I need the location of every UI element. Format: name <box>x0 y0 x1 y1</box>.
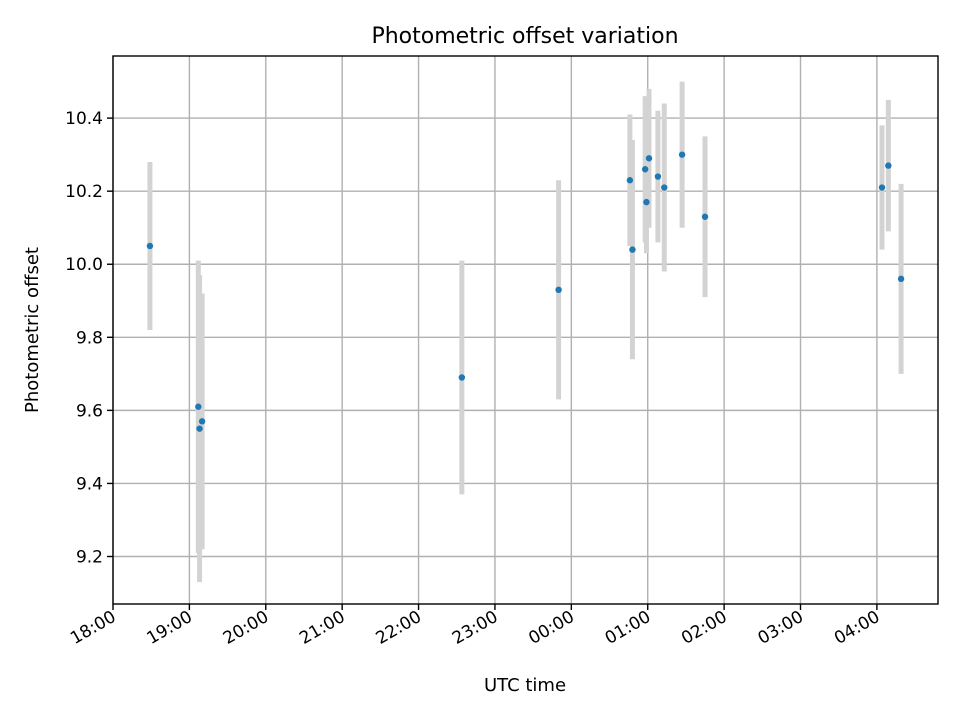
plot-frame <box>112 55 939 605</box>
data-point <box>645 155 653 162</box>
data-point <box>654 173 662 180</box>
point-layer <box>146 151 905 432</box>
y-tick-label: 9.4 <box>76 474 103 494</box>
data-point <box>626 177 634 184</box>
data-point <box>678 151 686 158</box>
data-point <box>196 425 203 432</box>
y-tick-label: 10.2 <box>65 182 103 202</box>
data-point <box>641 166 649 173</box>
y-tick-label: 9.6 <box>76 401 103 421</box>
data-point <box>897 275 905 283</box>
y-tick-label: 10.4 <box>65 109 103 129</box>
y-axis-label: Photometric offset <box>22 247 43 413</box>
data-point <box>701 213 709 220</box>
y-tick-label: 10.0 <box>65 255 103 275</box>
data-point <box>629 246 636 253</box>
data-point <box>458 374 466 381</box>
data-point <box>661 184 668 191</box>
y-tick-label: 9.8 <box>76 328 103 348</box>
data-point <box>555 286 562 294</box>
data-point <box>146 242 154 250</box>
data-point <box>198 418 206 425</box>
data-point <box>885 162 892 169</box>
data-point <box>643 198 650 206</box>
data-point <box>878 184 886 191</box>
data-point <box>195 403 202 410</box>
x-axis-label: UTC time <box>484 675 566 696</box>
grid-layer <box>112 56 938 604</box>
chart-title: Photometric offset variation <box>371 24 678 49</box>
y-tick-label: 9.2 <box>76 548 103 568</box>
